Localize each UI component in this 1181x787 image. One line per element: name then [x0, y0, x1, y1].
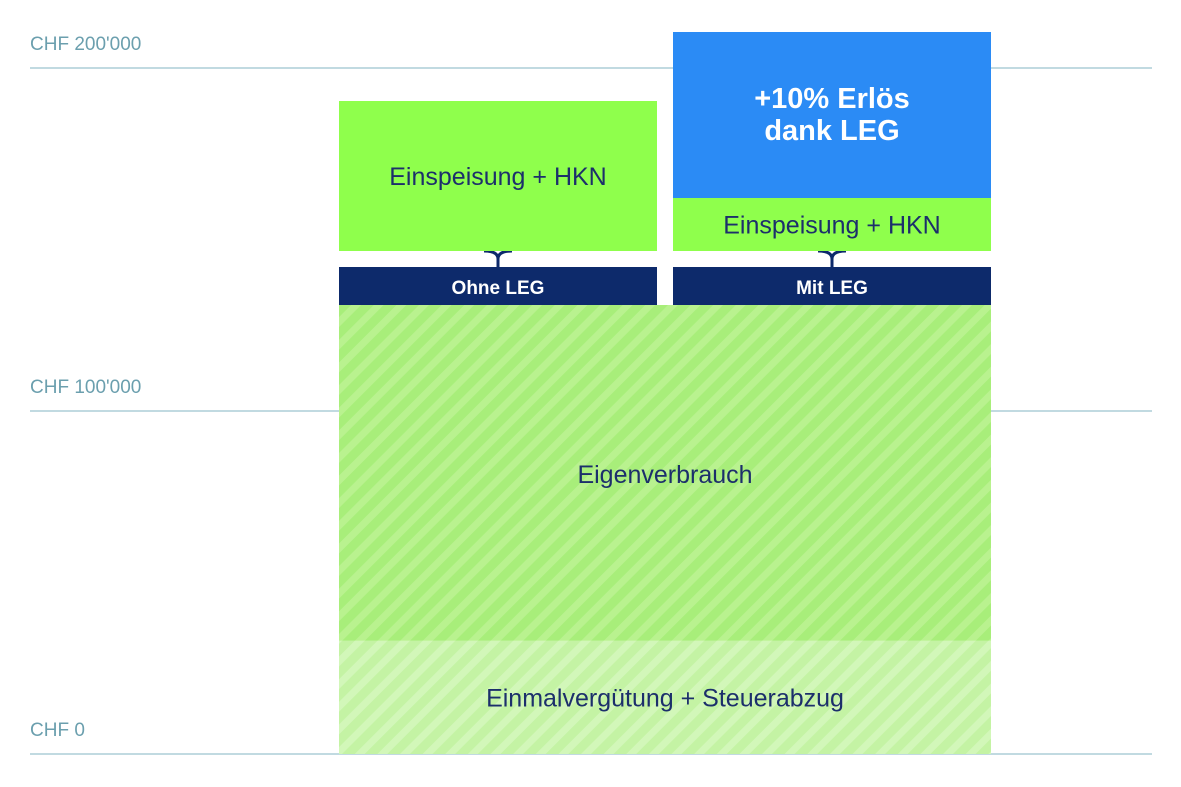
label-einspeisung-ohne-leg: Einspeisung + HKN	[389, 163, 606, 191]
segment-label-einmalverguetung: Einmalvergütung + Steuerabzug	[486, 684, 844, 712]
segment-einmalverguetung	[339, 640, 991, 754]
y-tick-label: CHF 200'000	[30, 34, 141, 55]
brace-mit-leg	[817, 249, 847, 267]
y-axis-ticks: CHF 0 CHF 100'000 CHF 200'000	[30, 34, 141, 741]
label-bonus-line-2: dank LEG	[764, 115, 899, 147]
bar-einspeisung-mit-leg	[673, 198, 991, 251]
category-bar-mit-leg	[673, 267, 991, 305]
label-einspeisung-mit-leg: Einspeisung + HKN	[723, 212, 940, 240]
y-tick-label: CHF 0	[30, 720, 85, 741]
category-bar-ohne-leg	[339, 267, 657, 305]
y-tick-label: CHF 100'000	[30, 377, 141, 398]
brace-ohne-leg	[483, 249, 513, 267]
category-label-ohne-leg: Ohne LEG	[452, 278, 545, 299]
label-bonus-line-1: +10% Erlös	[754, 83, 910, 115]
bar-einspeisung-ohne-leg	[339, 101, 657, 251]
segment-label-eigenverbrauch: Eigenverbrauch	[577, 461, 752, 489]
bar-bonus-mit-leg	[673, 32, 991, 198]
category-label-mit-leg: Mit LEG	[796, 278, 868, 299]
segment-eigenverbrauch	[339, 305, 991, 641]
